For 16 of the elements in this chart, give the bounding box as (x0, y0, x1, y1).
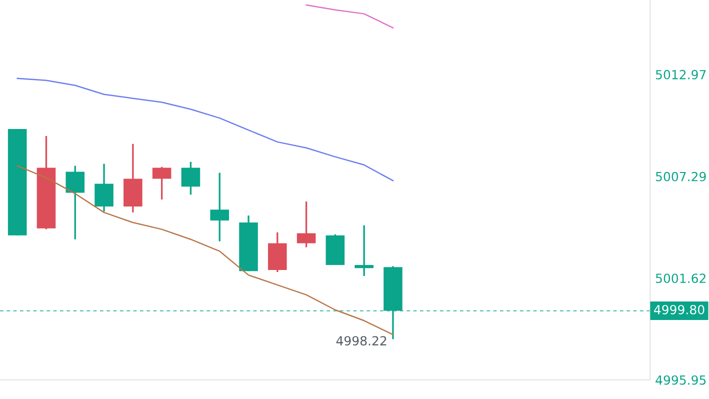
annotation: 4998.22 (336, 336, 386, 346)
line-series (16, 165, 394, 336)
candlestick (354, 224, 374, 277)
y-tick-label: 5012.97 (656, 70, 706, 80)
y-tick-label: 4995.95 (656, 375, 706, 385)
y-tick-label: 5007.29 (656, 172, 706, 182)
candlestick (181, 161, 200, 196)
ref-line-label: 4999.80 (654, 304, 704, 314)
candlestick (66, 164, 85, 240)
candlestick (210, 172, 229, 242)
y-tick-label: 5001.62 (656, 274, 706, 284)
candlestick (296, 200, 316, 248)
candlestick (152, 166, 172, 200)
line-series (16, 78, 394, 182)
candlestick (94, 162, 114, 212)
line-series (306, 4, 394, 28)
